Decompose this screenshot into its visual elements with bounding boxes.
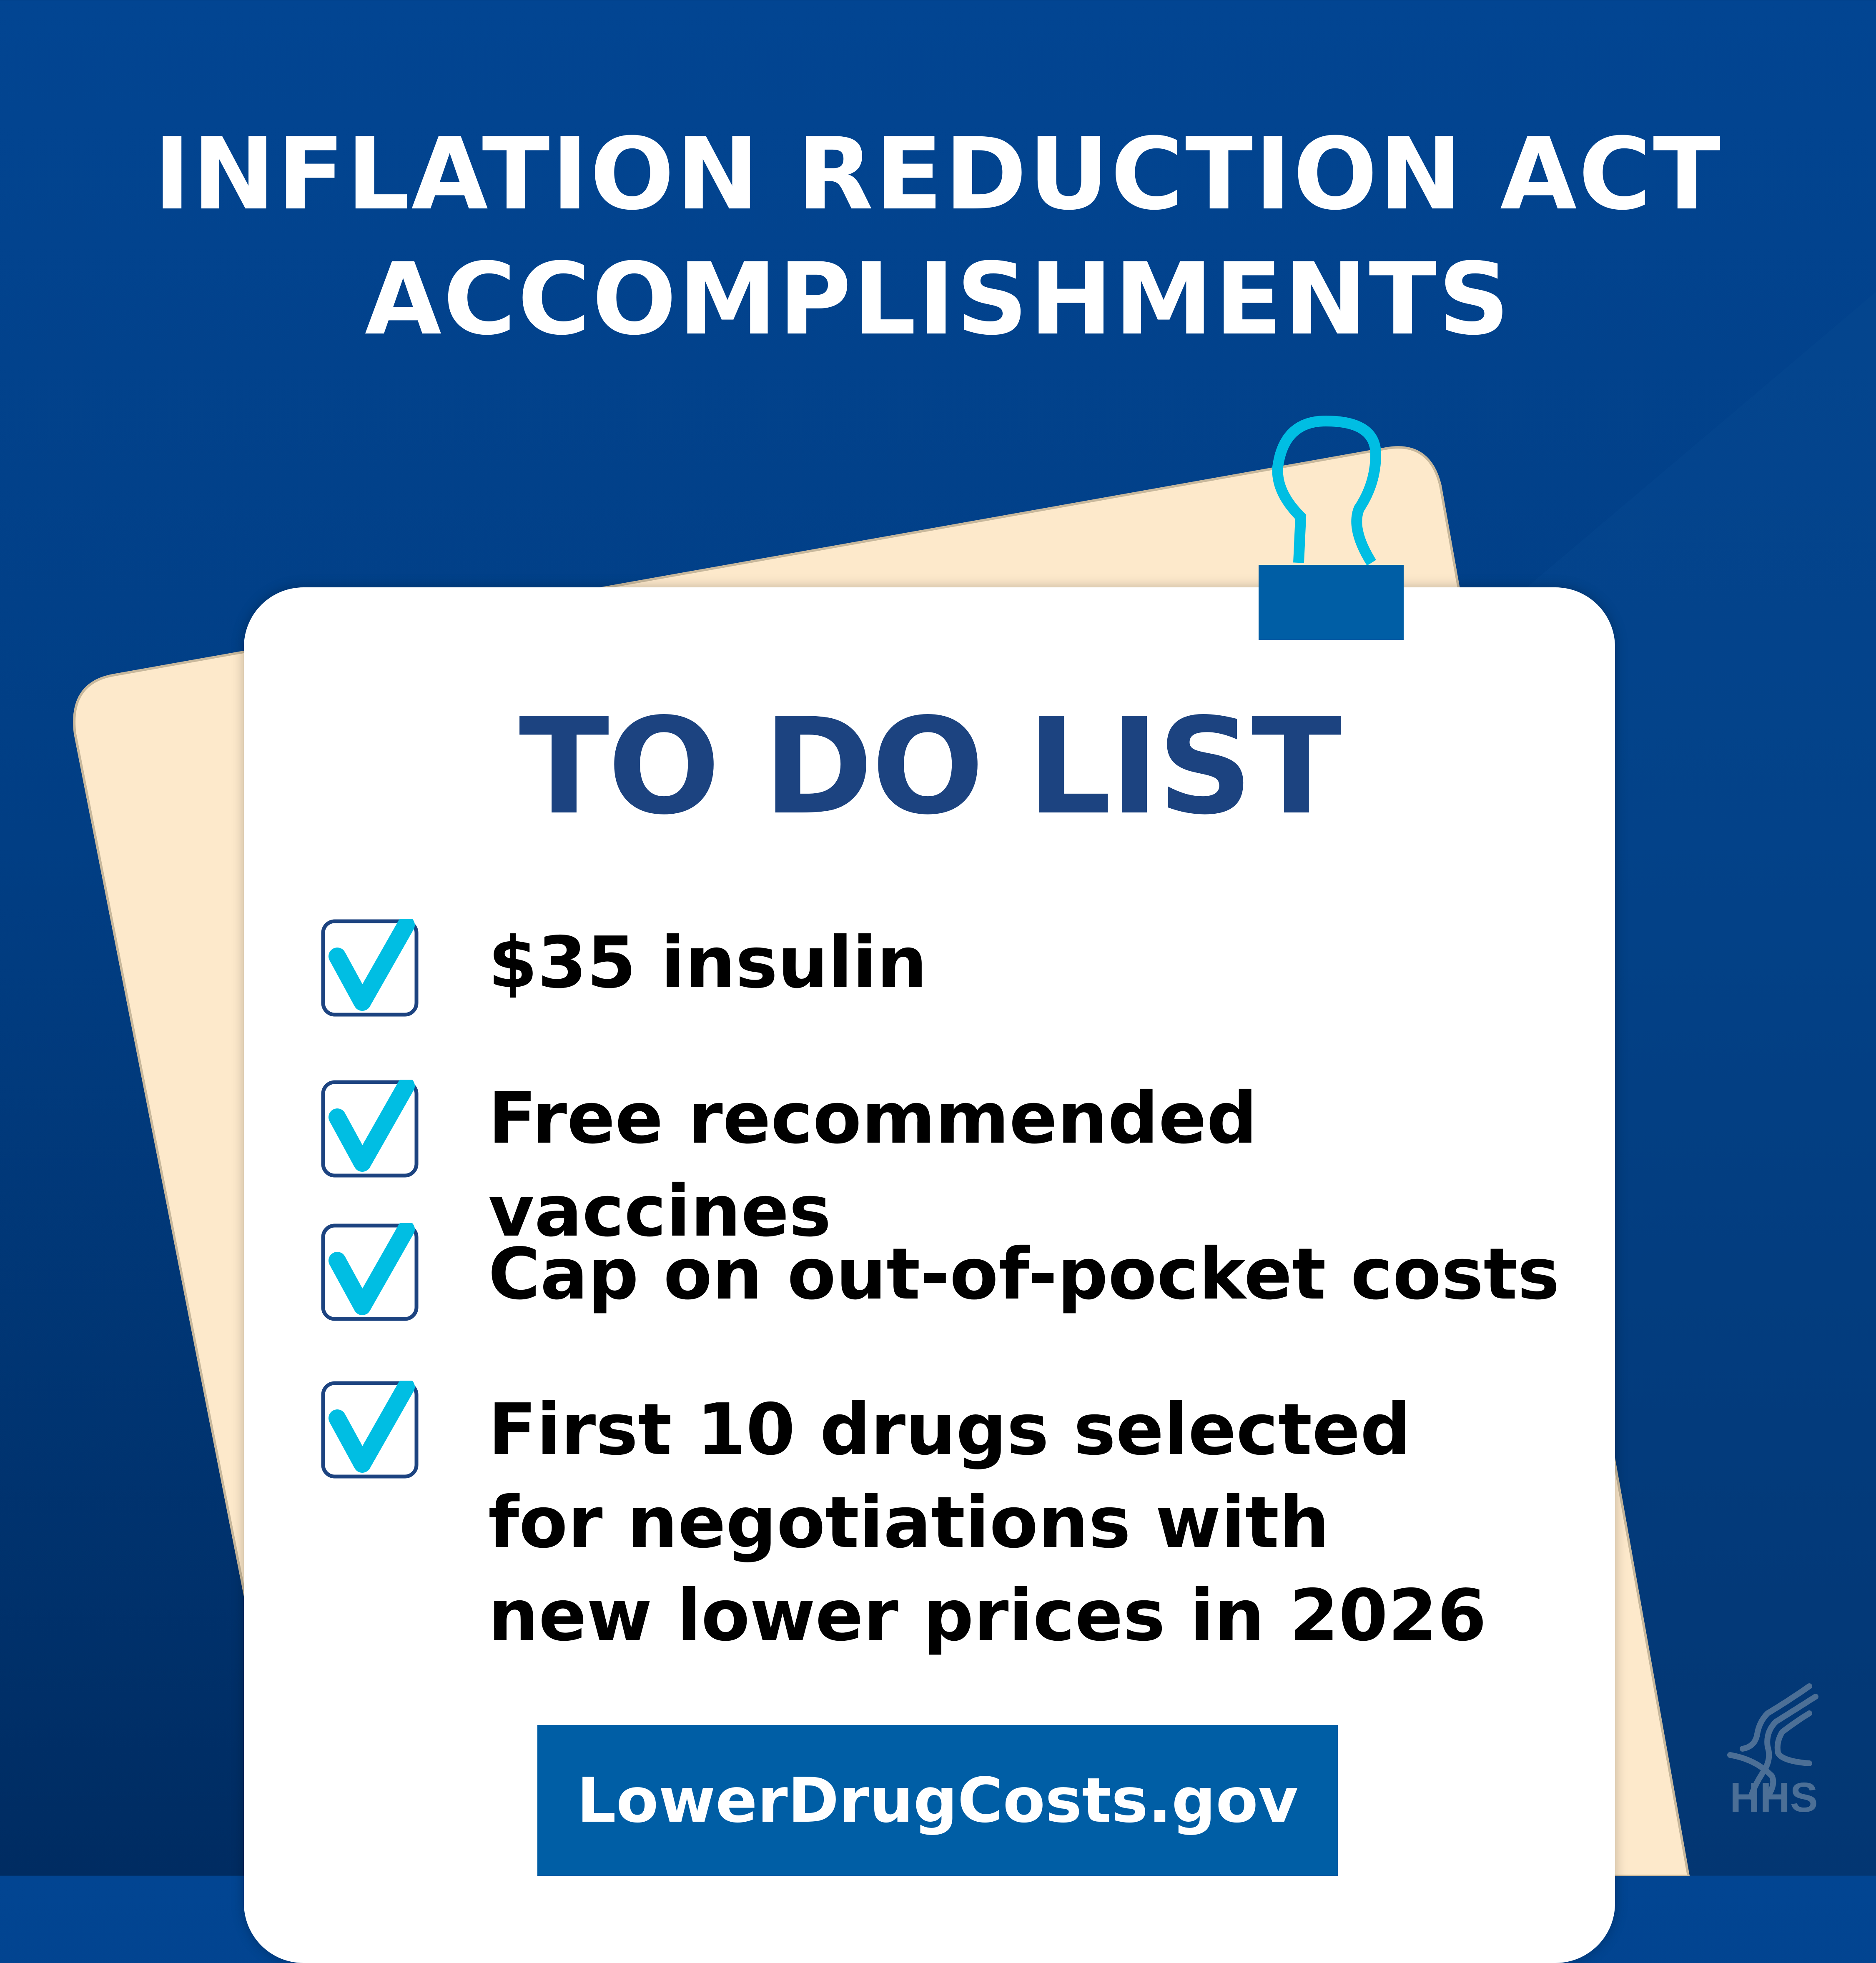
todo-item-vaccines: Free recommended vaccines [488,1077,1257,1253]
link-label: LowerDrugCosts.gov [577,1765,1299,1836]
title-line-1: INFLATION REDUCTION ACT [153,117,1723,232]
checkbox-checked-icon[interactable] [321,919,419,1017]
todo-item-drug-negotiations: First 10 drugs selected for negotiations… [488,1389,1487,1657]
todo-item-cap-costs: Cap on out-of-pocket costs [488,1233,1560,1316]
todo-item-insulin: $35 insulin [488,922,928,1004]
checkbox-checked-icon[interactable] [321,1080,419,1178]
hhs-eagle-icon [1727,1683,1818,1800]
todo-heading: TO DO LIST [519,689,1342,844]
title-line-2: ACCOMPLISHMENTS [364,242,1512,357]
checkbox-checked-icon[interactable] [321,1223,419,1321]
lowerdrugcosts-link-button[interactable]: LowerDrugCosts.gov [537,1725,1338,1876]
checkbox-checked-icon[interactable] [321,1381,419,1479]
hhs-logo-text: HHS [1730,1774,1818,1821]
